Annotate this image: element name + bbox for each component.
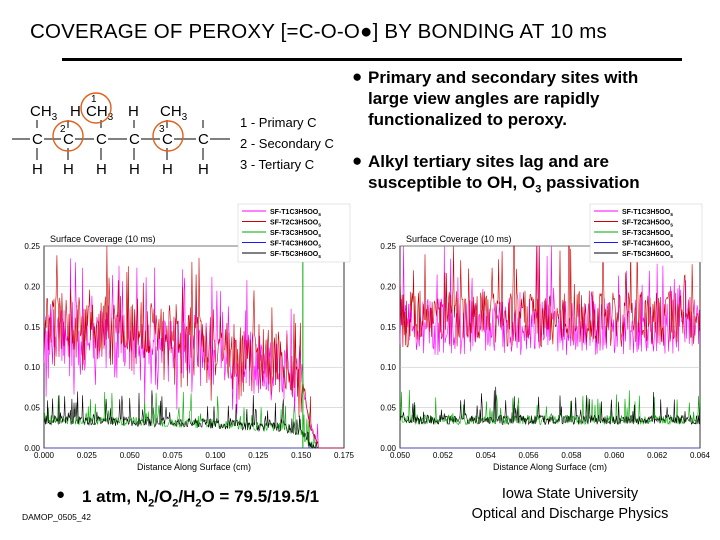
bullet-dot: ● bbox=[352, 67, 363, 86]
y-tick-label: 0.00 bbox=[380, 444, 396, 453]
legend-entry: SF-T2C3H5OOs bbox=[270, 220, 321, 229]
x-tick-label: 0.050 bbox=[390, 451, 411, 460]
site-number-1: 1 bbox=[91, 94, 97, 105]
university-name: Iowa State University bbox=[501, 486, 639, 502]
affiliation: Iowa State University Optical and Discha… bbox=[450, 484, 690, 524]
svg-text:C: C bbox=[198, 131, 209, 148]
bullet-2: ● Alkyl tertiary sites lag and are susce… bbox=[352, 151, 708, 200]
y-tick-label: 0.20 bbox=[380, 282, 396, 291]
title-rule bbox=[62, 58, 682, 61]
footer-bullet: ● bbox=[56, 486, 66, 503]
molecule-diagram: CH3 H CH3 H CH3 C C C C C C H H H H H H 1 2 3 bbox=[12, 92, 230, 178]
ch3-2-text: CH3 bbox=[86, 103, 114, 123]
svg-text:H: H bbox=[32, 161, 43, 178]
chart-left: 0.00 0.05 0.10 0.15 0.20 0.25 0.000 0.025 0.050 0… bbox=[24, 203, 355, 472]
y-tick-label: 0.25 bbox=[24, 242, 40, 251]
x-tick-label: 0.060 bbox=[604, 451, 625, 460]
group-name: Optical and Discharge Physics bbox=[471, 506, 669, 522]
x-tick-label: 0.050 bbox=[120, 451, 141, 460]
svg-text:C: C bbox=[96, 131, 107, 148]
page-title: COVERAGE OF PEROXY [=C-O-O●] BY BONDING … bbox=[30, 20, 607, 43]
legend-entry: SF-T5C3H6OOs bbox=[270, 251, 321, 260]
legend-entry: SF-T4C3H6OOs bbox=[622, 241, 673, 250]
y-tick-label: 0.00 bbox=[24, 444, 40, 453]
x-tick-label: 0.100 bbox=[205, 451, 226, 460]
x-tick-label: 0.075 bbox=[163, 451, 184, 460]
y-tick-label: 0.15 bbox=[24, 323, 40, 332]
bullet-2-line-1: Alkyl tertiary sites lag and are bbox=[368, 152, 609, 171]
ch3-3-text: CH3 bbox=[160, 103, 188, 123]
h-2-text: H bbox=[128, 103, 139, 120]
x-axis-label: Distance Along Surface (cm) bbox=[493, 462, 607, 472]
y-tick-label: 0.10 bbox=[24, 363, 40, 372]
conditions-note: ● 1 atm, N2/O2/H2O = 79.5/19.5/1 bbox=[56, 486, 320, 510]
svg-text:H: H bbox=[162, 161, 173, 178]
x-tick-label: 0.054 bbox=[476, 451, 497, 460]
y-tick-label: 0.25 bbox=[380, 242, 396, 251]
bullet-2-line-2: susceptible to OH, O3 passivation bbox=[368, 173, 640, 196]
legend-entry: SF-T1C3H5OOs bbox=[622, 209, 673, 218]
chart-title: Surface Coverage (10 ms) bbox=[406, 234, 512, 244]
primary-site-circle bbox=[80, 92, 112, 124]
svg-text:H: H bbox=[96, 161, 107, 178]
site-legend: 1 - Primary C 2 - Secondary C 3 - Tertia… bbox=[240, 112, 334, 175]
x-axis-label: Distance Along Surface (cm) bbox=[137, 462, 251, 472]
series-line-2 bbox=[399, 245, 701, 348]
y-tick-label: 0.15 bbox=[380, 323, 396, 332]
bullet-1-line-3: functionalized to peroxy. bbox=[368, 110, 567, 129]
x-tick-label: 0.052 bbox=[433, 451, 454, 460]
svg-text:H: H bbox=[198, 161, 209, 178]
site-number-3: 3 bbox=[159, 124, 165, 135]
x-tick-label: 0.058 bbox=[561, 451, 582, 460]
y-tick-label: 0.05 bbox=[24, 404, 40, 413]
legend-entry: SF-T4C3H6OOs bbox=[270, 241, 321, 250]
site-number-2: 2 bbox=[60, 124, 66, 135]
svg-text:C: C bbox=[162, 131, 173, 148]
legend-tertiary: 3 - Tertiary C bbox=[240, 157, 315, 172]
x-tick-label: 0.000 bbox=[34, 451, 55, 460]
bullet-dot: ● bbox=[352, 151, 363, 170]
svg-text:C: C bbox=[63, 131, 74, 148]
legend-entry: SF-T5C3H6OOs bbox=[622, 251, 673, 260]
legend-secondary: 2 - Secondary C bbox=[240, 136, 334, 151]
x-tick-label: 0.064 bbox=[690, 451, 711, 460]
series-line-3 bbox=[43, 391, 344, 449]
legend-entry: SF-T3C3H5OOs bbox=[622, 230, 673, 239]
y-tick-label: 0.10 bbox=[380, 363, 396, 372]
ch3-1-text: CH3 bbox=[30, 103, 58, 123]
x-tick-label: 0.175 bbox=[334, 451, 355, 460]
bullet-1-line-1: Primary and secondary sites with bbox=[368, 68, 639, 87]
y-tick-label: 0.20 bbox=[24, 282, 40, 291]
svg-text:H: H bbox=[63, 161, 74, 178]
tertiary-site-circle bbox=[152, 120, 184, 152]
y-tick-label: 0.05 bbox=[380, 404, 396, 413]
legend-box bbox=[237, 203, 351, 263]
legend-entry: SF-T2C3H5OOs bbox=[622, 220, 673, 229]
slide-code: DAMOP_0505_42 bbox=[22, 512, 91, 522]
h-1-text: H bbox=[70, 103, 81, 120]
series-line-5 bbox=[43, 390, 344, 449]
secondary-site-circle bbox=[52, 120, 84, 152]
legend-primary: 1 - Primary C bbox=[240, 115, 317, 130]
chart-right: 0.00 0.05 0.10 0.15 0.20 0.25 0.050 0.052 0.054 0… bbox=[380, 203, 711, 472]
legend-entry: SF-T1C3H5OOs bbox=[270, 209, 321, 218]
series-line-5 bbox=[399, 386, 701, 426]
x-tick-label: 0.150 bbox=[291, 451, 312, 460]
chart-title: Surface Coverage (10 ms) bbox=[50, 234, 156, 244]
series-line-1 bbox=[43, 258, 344, 449]
legend-entry: SF-T3C3H5OOs bbox=[270, 230, 321, 239]
legend-box bbox=[589, 203, 703, 263]
svg-text:H: H bbox=[129, 161, 140, 178]
svg-text:C: C bbox=[32, 131, 43, 148]
x-tick-label: 0.056 bbox=[519, 451, 540, 460]
x-tick-label: 0.125 bbox=[248, 451, 269, 460]
x-tick-label: 0.025 bbox=[77, 451, 98, 460]
x-tick-label: 0.062 bbox=[647, 451, 668, 460]
bullet-1: ● Primary and secondary sites with large… bbox=[352, 67, 708, 130]
bullet-1-line-2: large view angles are rapidly bbox=[368, 89, 600, 108]
svg-text:C: C bbox=[129, 131, 140, 148]
plot-frame bbox=[399, 245, 701, 449]
series-line-2 bbox=[43, 245, 344, 449]
